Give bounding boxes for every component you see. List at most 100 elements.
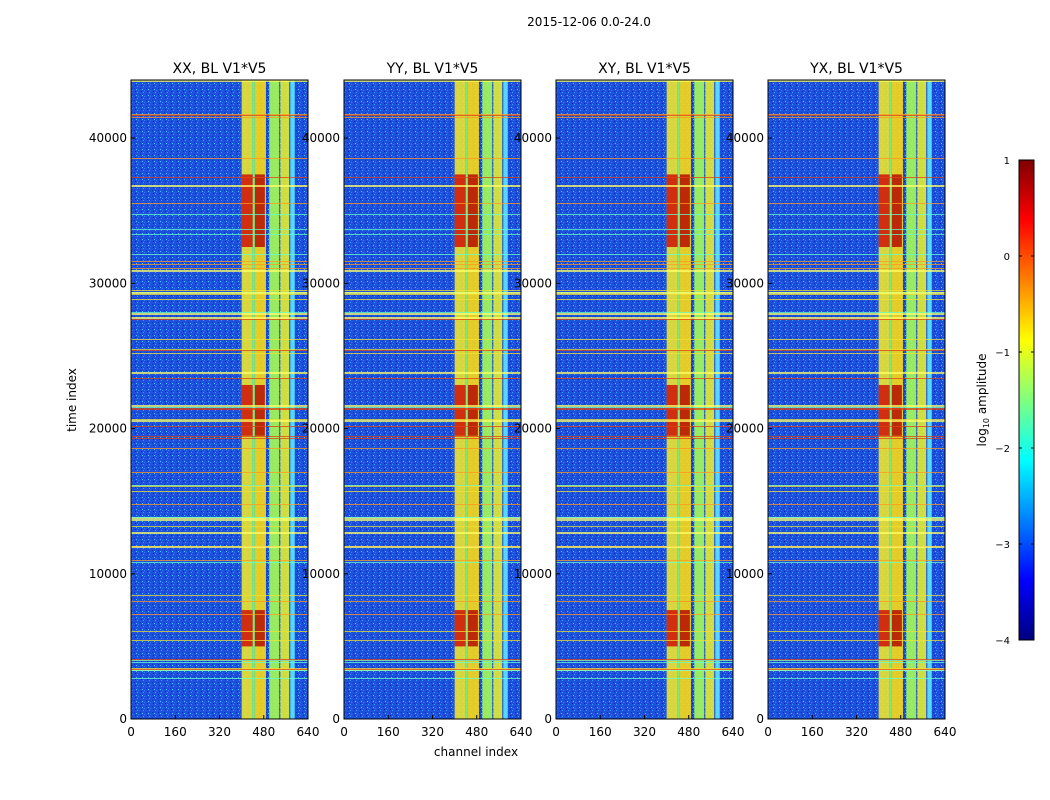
x-tick-label: 640 <box>510 725 533 739</box>
rfi-time-stripe <box>131 409 308 410</box>
rfi-channel-band <box>503 80 508 719</box>
rfi-time-stripe <box>556 405 733 407</box>
rfi-time-stripe <box>344 601 521 602</box>
rfi-time-stripe <box>556 409 733 410</box>
rfi-time-stripe <box>131 214 308 215</box>
rfi-time-stripe <box>556 292 733 294</box>
rfi-time-stripe <box>131 339 308 340</box>
rfi-time-stripe <box>344 292 521 294</box>
strong-rfi-block <box>679 610 690 647</box>
rfi-time-stripe <box>768 519 945 521</box>
rfi-time-stripe <box>556 319 733 320</box>
colorbar-tick-label: −1 <box>995 348 1010 359</box>
panel-yy: YY, BL V1*V5 0 160 320 480 640 0 10000 20000 3000… <box>302 61 533 739</box>
rfi-time-stripe <box>768 668 945 669</box>
rfi-time-stripe <box>556 504 733 505</box>
rfi-time-stripe <box>344 631 521 632</box>
rfi-time-stripe <box>556 486 733 487</box>
rfi-time-stripe <box>344 519 521 521</box>
rfi-time-stripe <box>131 268 308 269</box>
x-tick-label: 640 <box>934 725 957 739</box>
rfi-time-stripe <box>344 546 521 548</box>
x-tick-label: 640 <box>297 725 320 739</box>
rfi-time-stripe <box>768 407 945 408</box>
rfi-time-stripe <box>131 546 308 548</box>
rfi-time-stripe <box>556 595 733 596</box>
y-axis-label: time index <box>65 368 79 432</box>
rfi-time-stripe <box>556 631 733 632</box>
rfi-time-stripe <box>556 294 733 295</box>
rfi-time-stripe <box>131 408 308 409</box>
rfi-time-stripe <box>556 177 733 178</box>
y-tick-label: 0 <box>544 712 552 726</box>
rfi-time-stripe <box>556 372 733 374</box>
rfi-time-stripe <box>344 670 521 671</box>
rfi-time-stripe <box>344 313 521 315</box>
rfi-time-stripe <box>768 662 945 663</box>
rfi-time-stripe <box>131 668 308 669</box>
rfi-time-stripe <box>768 448 945 449</box>
rfi-time-stripe <box>131 158 308 159</box>
rfi-time-stripe <box>556 378 733 379</box>
colorbar-tick-label: 0 <box>1004 252 1010 263</box>
y-tick-label: 0 <box>332 712 340 726</box>
rfi-time-stripe <box>131 117 308 118</box>
rfi-time-stripe <box>131 203 308 204</box>
rfi-time-stripe <box>768 504 945 505</box>
x-tick-label: 160 <box>377 725 400 739</box>
y-tick-label: 10000 <box>514 567 552 581</box>
x-tick-label: 480 <box>889 725 912 739</box>
rfi-time-stripe <box>344 294 521 295</box>
y-tick-label: 40000 <box>302 131 340 145</box>
rfi-channel-band <box>280 80 290 719</box>
rfi-time-stripe <box>131 292 308 294</box>
rfi-time-stripe <box>131 229 308 230</box>
rfi-time-stripe <box>556 349 733 350</box>
rfi-channel-band <box>889 80 892 719</box>
rfi-time-stripe <box>556 519 733 521</box>
rfi-time-stripe <box>344 261 521 262</box>
y-tick-label: 20000 <box>89 422 127 436</box>
x-tick-label: 160 <box>589 725 612 739</box>
rfi-time-stripe <box>768 177 945 178</box>
rfi-time-stripe <box>768 234 945 235</box>
rfi-time-stripe <box>344 485 521 486</box>
x-tick-label: 480 <box>465 725 488 739</box>
figure-suptitle: 2015-12-06 0.0-24.0 <box>527 15 651 29</box>
rfi-time-stripe <box>556 669 733 670</box>
strong-rfi-block <box>241 384 253 436</box>
rfi-time-stripe <box>768 660 945 661</box>
rfi-time-stripe <box>131 669 308 670</box>
rfi-channel-band <box>694 80 705 719</box>
strong-rfi-block <box>254 384 265 436</box>
rfi-time-stripe <box>131 312 308 313</box>
panel-title: XY, BL V1*V5 <box>598 61 691 77</box>
rfi-time-stripe <box>131 631 308 632</box>
rfi-time-stripe <box>131 378 308 379</box>
rfi-time-stripe <box>768 532 945 534</box>
rfi-time-stripe <box>768 264 945 265</box>
rfi-channel-band <box>269 80 280 719</box>
rfi-time-stripe <box>768 299 945 300</box>
rfi-time-stripe <box>131 519 308 521</box>
panel-title: XX, BL V1*V5 <box>173 61 267 77</box>
x-tick-label: 320 <box>845 725 868 739</box>
rfi-time-stripe <box>344 668 521 669</box>
rfi-time-stripe <box>131 662 308 663</box>
rfi-time-stripe <box>344 185 521 187</box>
rfi-time-stripe <box>131 562 308 563</box>
rfi-time-stripe <box>344 270 521 272</box>
rfi-time-stripe <box>556 115 733 116</box>
rfi-time-stripe <box>768 438 945 439</box>
rfi-time-stripe <box>131 290 308 291</box>
rfi-time-stripe <box>768 640 945 641</box>
rfi-time-stripe <box>768 117 945 118</box>
x-axis-label: channel index <box>434 745 518 759</box>
rfi-time-stripe <box>344 419 521 420</box>
colorbar-tick-label: 1 <box>1004 156 1010 167</box>
rfi-time-stripe <box>344 532 521 534</box>
rfi-time-stripe <box>344 203 521 204</box>
rfi-channel-band <box>715 80 720 719</box>
rfi-time-stripe <box>556 562 733 563</box>
